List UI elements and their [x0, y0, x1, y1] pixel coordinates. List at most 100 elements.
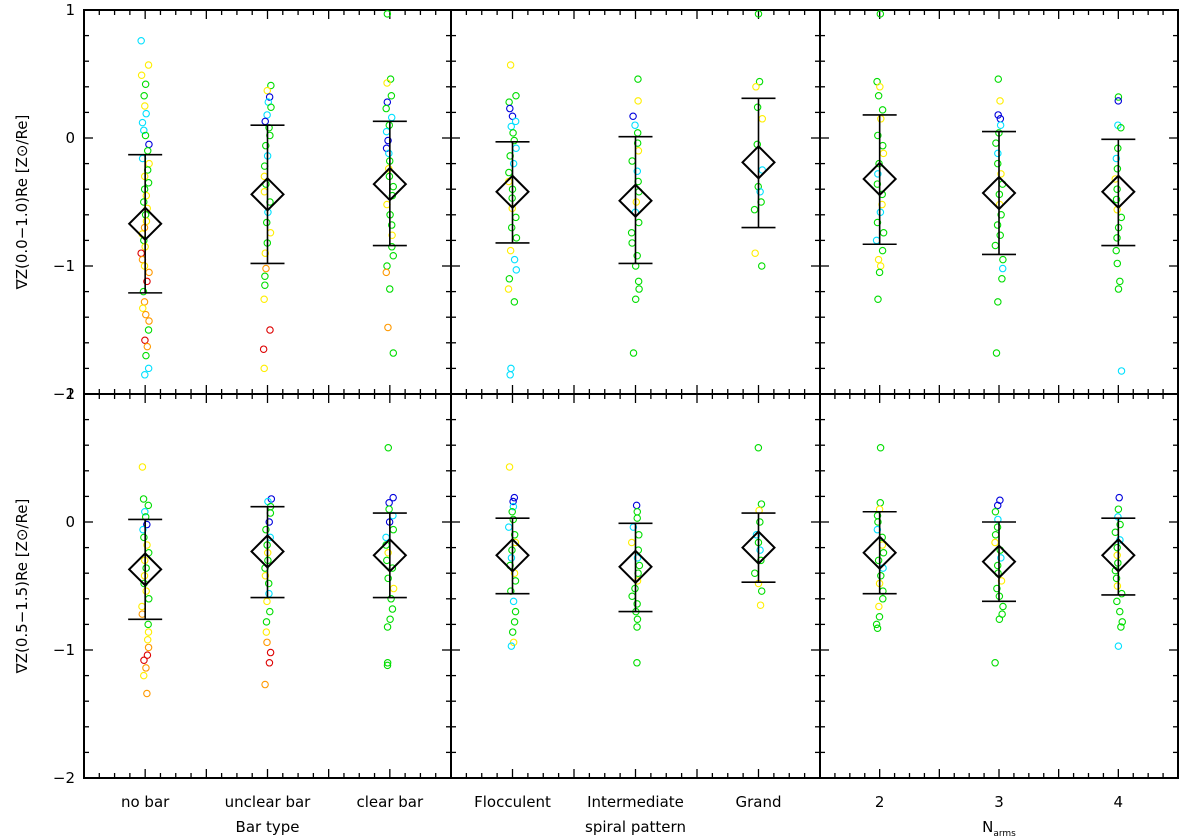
data-point — [757, 262, 766, 270]
data-point — [1117, 124, 1125, 132]
data-point — [633, 252, 641, 260]
data-point — [506, 61, 515, 69]
panel-r1-c1 — [450, 393, 821, 779]
data-point — [143, 689, 151, 698]
data-point — [873, 525, 882, 534]
data-point — [633, 508, 642, 516]
data-point — [632, 501, 641, 510]
data-point — [872, 236, 881, 245]
data-point — [631, 295, 640, 304]
mean-marker — [618, 549, 653, 585]
data-point — [634, 277, 643, 286]
data-point — [263, 597, 271, 606]
data-point — [389, 182, 398, 191]
category-label: 4 — [1114, 793, 1124, 811]
data-point — [633, 659, 641, 667]
data-point — [1118, 618, 1126, 626]
data-point — [879, 548, 888, 557]
data-point — [506, 104, 514, 113]
data-point — [137, 249, 145, 257]
data-point — [754, 444, 763, 452]
mean-marker — [618, 183, 653, 219]
panel-r1-c2 — [819, 393, 1179, 779]
data-point — [879, 228, 888, 237]
data-point — [998, 275, 1006, 283]
data-point — [140, 92, 148, 100]
data-point — [628, 592, 636, 600]
y-tick-label: −1 — [53, 257, 75, 275]
data-point — [1116, 277, 1124, 286]
data-point — [992, 139, 1000, 147]
data-point — [383, 98, 392, 106]
data-point — [994, 159, 1002, 168]
data-point — [633, 554, 642, 562]
data-point — [1113, 543, 1121, 552]
data-point — [512, 234, 521, 242]
data-point — [876, 499, 885, 507]
data-point — [141, 80, 150, 88]
data-point — [509, 129, 517, 137]
data-point — [757, 587, 766, 595]
data-point — [385, 505, 393, 513]
data-point — [873, 624, 882, 632]
data-point — [876, 10, 885, 18]
data-point — [137, 71, 146, 80]
data-point — [878, 200, 886, 209]
data-point — [1112, 154, 1121, 163]
data-point — [628, 239, 636, 247]
data-point — [873, 218, 882, 227]
data-point — [874, 556, 883, 565]
data-point — [1112, 574, 1121, 583]
data-point — [383, 79, 391, 87]
mean-marker — [495, 174, 530, 210]
data-point — [997, 554, 1005, 562]
data-point — [874, 255, 883, 264]
data-point — [382, 268, 391, 277]
y-tick-label: 1 — [65, 1, 75, 19]
data-point — [752, 83, 760, 91]
data-point — [145, 159, 153, 168]
data-point — [878, 246, 887, 255]
data-point — [874, 92, 883, 100]
data-point — [991, 538, 999, 547]
data-point — [757, 556, 765, 565]
data-point — [1116, 607, 1124, 616]
mean-marker — [250, 176, 285, 212]
data-point — [389, 525, 398, 534]
data-point — [384, 136, 392, 145]
data-point — [993, 561, 1002, 570]
data-point — [266, 131, 274, 140]
data-point — [386, 285, 394, 293]
panel-r0-c0 — [83, 9, 452, 395]
data-point — [142, 351, 150, 360]
category-label: Grand — [735, 793, 781, 811]
category-label: no bar — [121, 793, 170, 811]
data-point — [139, 198, 148, 206]
panel-r1-c0 — [83, 393, 452, 779]
data-point — [512, 144, 520, 152]
data-point — [144, 628, 153, 636]
data-point — [509, 159, 518, 168]
data-point — [1114, 642, 1123, 650]
y-axis-title: ∇Z(0.0−1.0)Re [Z⊙/Re] — [13, 115, 31, 291]
data-point — [143, 520, 151, 529]
data-point — [506, 371, 514, 379]
y-tick-label: 0 — [65, 129, 75, 147]
x-axis-title: spiral pattern — [585, 818, 686, 836]
data-point — [261, 680, 269, 689]
x-axis-title: Narms — [982, 818, 1016, 838]
data-point — [137, 36, 145, 45]
data-point — [389, 584, 398, 593]
data-point — [263, 86, 272, 95]
x-axis-title-subscript: arms — [993, 829, 1016, 838]
mean-marker — [741, 530, 776, 566]
data-point — [384, 323, 392, 332]
data-point — [142, 109, 150, 118]
data-point — [511, 117, 520, 126]
data-point — [142, 664, 150, 672]
data-point — [993, 221, 1002, 229]
data-point — [995, 615, 1004, 624]
data-point — [634, 97, 642, 105]
category-label: Intermediate — [587, 793, 684, 811]
